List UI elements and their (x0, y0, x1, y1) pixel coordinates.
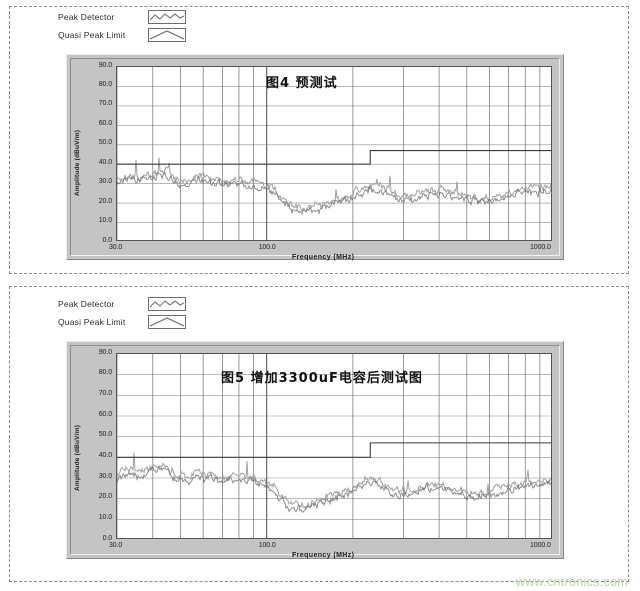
wavy-line-swatch-icon (148, 296, 186, 311)
legend-item-quasi-peak-limit: Quasi Peak Limit (58, 313, 198, 330)
y-tick-label: 30.0 (98, 178, 112, 186)
site-watermark: www.cntronics.com (515, 575, 628, 589)
x-axis-title-1: Frequency (MHz) (292, 254, 355, 261)
chart-inner-1: 0.0 10.0 20.0 30.0 40.0 50.0 60.0 70.0 80.0 90.0 … (70, 58, 560, 261)
y-tick-label: 20.0 (98, 493, 112, 501)
y-tick-label: 20.0 (98, 197, 112, 205)
legend-label-quasi-peak-limit: Quasi Peak Limit (58, 29, 126, 40)
plot-area-2 (116, 353, 552, 539)
legend-item-peak-detector: Peak Detector (58, 8, 198, 25)
y-tick-label: 40.0 (98, 451, 112, 459)
y-tick-label: 80.0 (98, 80, 112, 88)
peak-limit-swatch-icon (148, 314, 186, 329)
legend-1: Peak Detector Quasi Peak Limit (58, 8, 198, 44)
y-tick-label: 30.0 (98, 472, 112, 480)
y-tick-label: 50.0 (98, 139, 112, 147)
chart-frame-2: 0.0 10.0 20.0 30.0 40.0 50.0 60.0 70.0 80.0 90.0 … (66, 341, 564, 559)
y-tick-label: 10.0 (98, 513, 112, 521)
y-tick-label: 70.0 (98, 100, 112, 108)
y-tick-label: 10.0 (98, 217, 112, 225)
y-tick-label: 60.0 (98, 410, 112, 418)
x-tick-label: 100.0 (258, 542, 276, 549)
y-axis-title-2: Amplitude (dBuV/m) (74, 424, 81, 491)
y-tick-label: 90.0 (98, 61, 112, 69)
y-tick-label: 80.0 (98, 369, 112, 377)
x-tick-label: 30.0 (109, 244, 123, 251)
chart-frame-1: 0.0 10.0 20.0 30.0 40.0 50.0 60.0 70.0 80.0 90.0 … (66, 54, 564, 261)
y-tick-label: 50.0 (98, 431, 112, 439)
peak-limit-swatch-icon (148, 27, 186, 42)
chart-inner-2: 0.0 10.0 20.0 30.0 40.0 50.0 60.0 70.0 80.0 90.0 … (70, 345, 560, 559)
legend-label-quasi-peak-limit: Quasi Peak Limit (58, 316, 126, 327)
x-tick-label: 1000.0 (530, 244, 551, 251)
legend-label-peak-detector: Peak Detector (58, 298, 115, 309)
wavy-line-swatch-icon (148, 9, 186, 24)
y-tick-label: 40.0 (98, 158, 112, 166)
y-tick-label: 60.0 (98, 119, 112, 127)
chart-title-1: 图4 预测试 (266, 76, 338, 91)
legend-item-quasi-peak-limit: Quasi Peak Limit (58, 26, 198, 43)
x-tick-label: 1000.0 (530, 542, 551, 549)
y-tick-label: 0.0 (102, 236, 113, 244)
x-tick-label: 30.0 (109, 542, 123, 549)
x-axis-title-2: Frequency (MHz) (292, 552, 355, 559)
chart-title-2: 图5 增加3300uF电容后测试图 (221, 371, 423, 386)
plot-area-1 (116, 66, 552, 241)
legend-item-peak-detector: Peak Detector (58, 295, 198, 312)
y-axis-title-1: Amplitude (dBuV/m) (74, 129, 81, 196)
y-tick-label: 90.0 (98, 348, 112, 356)
x-tick-label: 100.0 (258, 244, 276, 251)
y-tick-label: 0.0 (102, 534, 113, 542)
y-tick-label: 70.0 (98, 389, 112, 397)
legend-label-peak-detector: Peak Detector (58, 11, 115, 22)
legend-2: Peak Detector Quasi Peak Limit (58, 295, 198, 331)
